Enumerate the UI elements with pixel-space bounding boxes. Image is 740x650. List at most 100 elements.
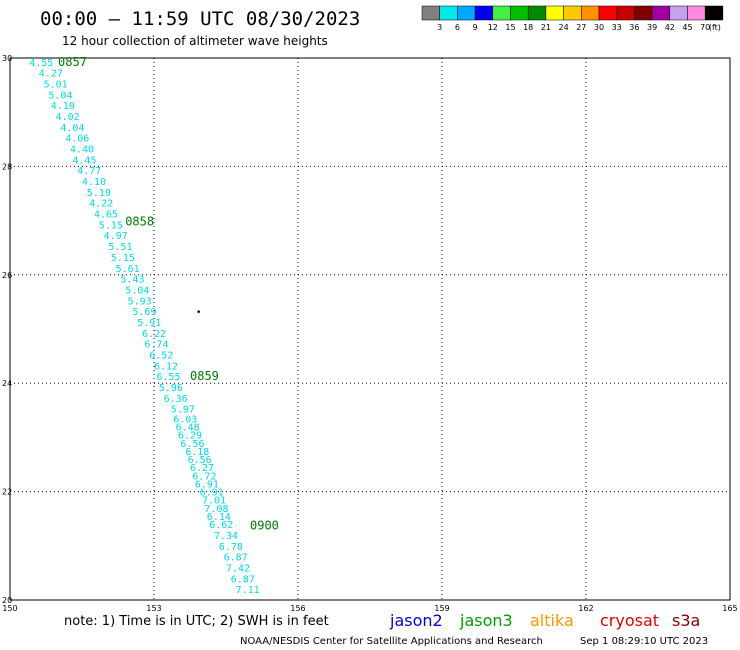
wave-height-label: 5.01 [44, 79, 68, 90]
legend-swatch [457, 5, 476, 21]
footer-credit: NOAA/NESDIS Center for Satellite Applica… [240, 636, 543, 647]
wave-height-label: 6.74 [144, 340, 168, 351]
wave-height-label: 6.22 [142, 329, 166, 340]
wave-height-label: 4.40 [70, 145, 94, 156]
wave-height-label: 6.87 [231, 574, 255, 585]
color-legend: 3 6 9 12 15 18 21 24 27 30 33 36 39 42 45 70(ft) [421, 5, 724, 32]
data-dot [197, 310, 200, 313]
legend-label: 27 [576, 23, 586, 32]
satellite-name: altika [530, 611, 574, 630]
wave-height-label: 6.56 [188, 455, 212, 466]
wave-height-label: 6.27 [190, 463, 214, 474]
satellite-name: cryosat [600, 611, 659, 630]
chart-subtitle: 12 hour collection of altimeter wave hei… [62, 34, 328, 48]
legend-label: 24 [559, 23, 569, 32]
wave-height-label: 5.91 [137, 318, 161, 329]
wave-height-label: 6.72 [192, 471, 216, 482]
wave-height-label: 5.15 [99, 220, 123, 231]
wave-height-label: 6.52 [149, 350, 173, 361]
footer-timestamp: Sep 1 08:29:10 UTC 2023 [580, 636, 708, 647]
legend-swatch [634, 5, 653, 21]
satellite-legend: jason2 jason3 altika cryosat s3a [389, 611, 700, 630]
wave-height-label: 4.06 [65, 134, 89, 145]
satellite-name: jason3 [459, 611, 513, 630]
legend-swatch [492, 5, 511, 21]
wave-height-label: 5.61 [116, 264, 140, 275]
legend-swatch [439, 5, 458, 21]
legend-label: 39 [647, 23, 657, 32]
legend-swatch [581, 5, 600, 21]
wave-height-label: 6.36 [164, 394, 188, 405]
legend-unit: (ft) [709, 23, 721, 32]
x-tick-label: 153 [146, 604, 161, 613]
wave-height-label: 4.55 [29, 58, 53, 69]
wave-height-label: 4.10 [51, 101, 75, 112]
wave-height-label: 4.22 [89, 199, 113, 210]
legend-label: 3 [437, 23, 442, 32]
wave-height-label: 6.18 [185, 447, 209, 458]
wave-height-label: 6.91 [200, 488, 224, 499]
legend-label: 6 [455, 23, 460, 32]
wave-height-label: 6.78 [219, 542, 243, 553]
wave-height-label: 7.01 [202, 496, 226, 507]
wave-height-label: 5.15 [111, 253, 135, 264]
legend-label: 9 [473, 23, 478, 32]
wave-height-label: 5.19 [87, 188, 111, 199]
wave-height-label: 5.96 [159, 383, 183, 394]
wave-height-label: 7.42 [226, 563, 250, 574]
wave-height-label: 7.11 [236, 585, 260, 596]
wave-height-label: 5.04 [125, 285, 149, 296]
y-tick-label: 24 [2, 379, 12, 388]
legend-swatch [510, 5, 529, 21]
legend-label: 33 [612, 23, 622, 32]
wave-height-label: 5.97 [171, 405, 195, 416]
x-tick-label: 162 [578, 604, 593, 613]
legend-swatch [651, 5, 671, 21]
legend-label: 70 [700, 23, 710, 32]
wave-height-label: 6.55 [156, 372, 180, 383]
wave-height-label: 6.29 [178, 431, 202, 442]
legend-label: 30 [594, 23, 604, 32]
legend-swatch [616, 5, 635, 21]
y-tick-label: 30 [2, 54, 12, 63]
wave-height-label: 4.02 [56, 112, 80, 123]
wave-height-label: 5.69 [132, 307, 156, 318]
x-tick-label: 159 [434, 604, 449, 613]
time-mark-label: 0900 [250, 519, 279, 533]
time-mark-label: 0859 [190, 369, 219, 383]
wave-height-label: 5.04 [48, 90, 72, 101]
legend-swatch [563, 5, 582, 21]
wave-height-label: 4.45 [72, 155, 96, 166]
wave-height-label: 5.93 [128, 296, 152, 307]
wave-height-label: 5.43 [120, 275, 144, 286]
wave-height-label: 4.77 [77, 166, 101, 177]
wave-height-label: 4.10 [82, 177, 106, 188]
y-tick-label: 20 [2, 596, 12, 605]
time-mark-label: 0858 [125, 215, 154, 229]
legend-label: 18 [523, 23, 533, 32]
footer-note: note: 1) Time is in UTC; 2) SWH is in fe… [64, 614, 329, 629]
satellite-name: jason2 [389, 611, 443, 630]
time-mark-label: 0857 [58, 55, 87, 69]
wave-height-label: 5.51 [108, 242, 132, 253]
wave-height-label: 7.34 [214, 531, 238, 542]
legend-label: 12 [488, 23, 498, 32]
wave-height-label: 4.04 [60, 123, 84, 134]
satellite-name: s3a [672, 611, 700, 630]
wave-height-label: 7.08 [204, 504, 228, 515]
axis-tick-labels: 150 153 156 159 162 165 20 22 24 26 28 30 [2, 54, 738, 613]
wave-height-label: 4.97 [104, 231, 128, 242]
wave-height-label: 6.14 [207, 512, 231, 523]
legend-swatch [421, 5, 440, 21]
wave-height-label: 6.03 [173, 414, 197, 425]
wave-height-label: 6.87 [224, 553, 248, 564]
wave-height-label: 4.27 [39, 69, 63, 80]
time-marks: 0857 0858 0859 0900 [58, 55, 279, 533]
data-marks [197, 310, 200, 313]
legend-swatch [687, 5, 706, 21]
wave-height-label: 6.91 [195, 479, 219, 490]
wave-height-points: 4.554.275.015.044.104.024.044.064.404.45… [29, 58, 259, 596]
wave-height-label: 6.12 [154, 361, 178, 372]
